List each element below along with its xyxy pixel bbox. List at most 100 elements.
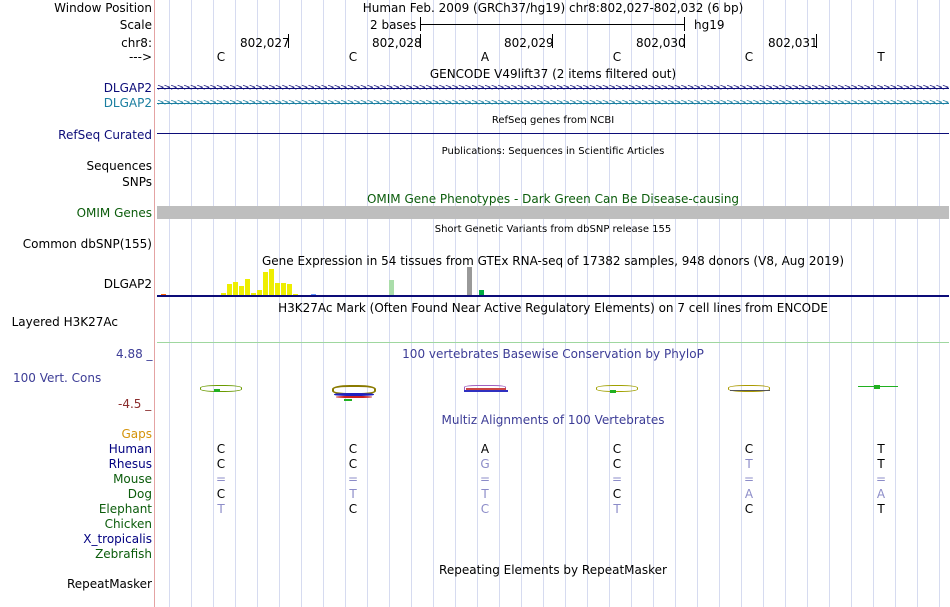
species-base: T bbox=[877, 442, 885, 456]
scale-bar bbox=[420, 17, 685, 31]
cons-label[interactable]: 100 Vert. Cons bbox=[13, 371, 102, 385]
species-label-x-tropicalis[interactable]: X_tropicalis bbox=[83, 532, 152, 546]
gtex-label[interactable]: DLGAP2 bbox=[103, 277, 152, 291]
ref-base: C bbox=[348, 50, 358, 64]
refseq-track-title[interactable]: RefSeq genes from NCBI bbox=[491, 115, 615, 126]
pubs-track-title[interactable]: Publications: Sequences in Scientific Ar… bbox=[441, 146, 665, 157]
scale-assembly: hg19 bbox=[694, 18, 725, 32]
omim-feature-bar[interactable] bbox=[157, 206, 949, 219]
species-base: = bbox=[480, 472, 491, 486]
species-base: C bbox=[216, 487, 226, 501]
position-tick-mark bbox=[552, 34, 553, 48]
cons-logo bbox=[332, 385, 376, 403]
gtex-tissue-bar[interactable] bbox=[269, 269, 274, 296]
gtex-tissue-bar[interactable] bbox=[479, 290, 484, 296]
species-base: T bbox=[217, 502, 225, 516]
species-base: T bbox=[877, 457, 885, 471]
h3k27-track-title[interactable]: H3K27Ac Mark (Often Found Near Active Re… bbox=[278, 301, 828, 315]
gtex-tissue-bar[interactable] bbox=[221, 293, 226, 296]
species-base: C bbox=[348, 457, 358, 471]
gencode-item-label-1[interactable]: DLGAP2 bbox=[103, 81, 152, 95]
ref-base: C bbox=[216, 50, 226, 64]
gencode-track-title[interactable]: GENCODE V49lift37 (2 items filtered out) bbox=[429, 67, 677, 81]
gtex-bar-chart[interactable] bbox=[157, 265, 949, 296]
gtex-track-title[interactable]: Gene Expression in 54 tissues from GTEx … bbox=[261, 254, 845, 268]
species-base: T bbox=[481, 487, 489, 501]
snps-label[interactable]: SNPs bbox=[122, 175, 152, 189]
gtex-tissue-bar[interactable] bbox=[275, 283, 280, 296]
gtex-tissue-bar[interactable] bbox=[389, 280, 394, 296]
species-base: = bbox=[876, 472, 887, 486]
cons-min-label: -4.5 _ bbox=[118, 397, 152, 411]
species-label-elephant[interactable]: Elephant bbox=[98, 502, 152, 516]
species-base: C bbox=[480, 502, 490, 516]
position-tick-mark bbox=[816, 34, 817, 48]
species-label-rhesus[interactable]: Rhesus bbox=[108, 457, 152, 471]
dbsnp-track-title[interactable]: Short Genetic Variants from dbSNP releas… bbox=[434, 224, 672, 235]
gtex-tissue-bar[interactable] bbox=[245, 279, 250, 296]
species-label-mouse[interactable]: Mouse bbox=[113, 472, 152, 486]
position-tick-1: 802,027 bbox=[240, 36, 290, 50]
gtex-tissue-bar[interactable] bbox=[287, 284, 292, 296]
species-base: C bbox=[612, 457, 622, 471]
species-base: C bbox=[348, 502, 358, 516]
species-base: C bbox=[744, 502, 754, 516]
gencode-item-label-2[interactable]: DLGAP2 bbox=[103, 96, 152, 110]
sequences-label[interactable]: Sequences bbox=[86, 159, 152, 173]
species-base: T bbox=[613, 502, 621, 516]
repeat-track-title[interactable]: Repeating Elements by RepeatMasker bbox=[439, 563, 667, 577]
position-tick-4: 802,030 bbox=[636, 36, 686, 50]
gtex-tissue-bar[interactable] bbox=[263, 272, 268, 296]
refseq-label[interactable]: RefSeq Curated bbox=[58, 128, 152, 142]
cons-logo bbox=[728, 385, 772, 393]
cons-logo bbox=[200, 385, 242, 393]
ref-base: A bbox=[480, 50, 490, 64]
species-label-chicken[interactable]: Chicken bbox=[104, 517, 152, 531]
repeat-label[interactable]: RepeatMasker bbox=[66, 577, 152, 591]
gencode-gene-2[interactable]: >>>>>>>>>>>>>>>>>>>>>>>>>>>>>>>>>>>>>>>>… bbox=[157, 98, 949, 108]
position-tick-2: 802,028 bbox=[372, 36, 422, 50]
h3k27-signal-line bbox=[157, 342, 949, 343]
gtex-tissue-bar[interactable] bbox=[233, 282, 238, 296]
strand-label: ---> bbox=[128, 50, 152, 64]
species-label-zebrafish[interactable]: Zebrafish bbox=[95, 547, 152, 561]
cons-logo bbox=[596, 385, 638, 393]
multiz-track-title[interactable]: Multiz Alignments of 100 Vertebrates bbox=[441, 413, 665, 427]
scale-label: Scale bbox=[119, 18, 152, 32]
species-base: A bbox=[480, 442, 490, 456]
cons-logo bbox=[858, 385, 898, 391]
species-base: T bbox=[877, 502, 885, 516]
cons-track-title[interactable]: 100 vertebrates Basewise Conservation by… bbox=[402, 347, 704, 361]
dbsnp-label[interactable]: Common dbSNP(155) bbox=[22, 237, 152, 251]
chrom-label: chr8: bbox=[121, 36, 152, 50]
species-base: T bbox=[745, 457, 753, 471]
gtex-tissue-bar[interactable] bbox=[227, 284, 232, 296]
window-position-value[interactable]: Human Feb. 2009 (GRCh37/hg19) chr8:802,0… bbox=[362, 1, 744, 15]
species-base: A bbox=[876, 487, 886, 501]
refseq-gene-line[interactable] bbox=[157, 133, 949, 134]
gtex-tissue-bar[interactable] bbox=[251, 293, 256, 296]
species-base: = bbox=[612, 472, 623, 486]
species-base: C bbox=[216, 442, 226, 456]
position-tick-mark bbox=[420, 34, 421, 48]
position-tick-mark bbox=[288, 34, 289, 48]
gtex-tissue-bar[interactable] bbox=[467, 267, 472, 296]
gaps-label[interactable]: Gaps bbox=[121, 427, 152, 441]
species-base: G bbox=[480, 457, 490, 471]
omim-label[interactable]: OMIM Genes bbox=[76, 206, 152, 220]
species-label-human[interactable]: Human bbox=[108, 442, 152, 456]
species-base: C bbox=[216, 457, 226, 471]
gtex-tissue-bar[interactable] bbox=[257, 290, 262, 296]
species-label-dog[interactable]: Dog bbox=[127, 487, 152, 501]
omim-track-title[interactable]: OMIM Gene Phenotypes - Dark Green Can Be… bbox=[366, 192, 740, 206]
gtex-tissue-bar[interactable] bbox=[239, 286, 244, 296]
h3k27-label[interactable]: Layered H3K27Ac bbox=[11, 315, 118, 329]
position-tick-mark bbox=[684, 34, 685, 48]
gtex-tissue-bar[interactable] bbox=[281, 283, 286, 296]
species-base: = bbox=[744, 472, 755, 486]
cons-logo bbox=[464, 385, 508, 393]
gencode-gene-1[interactable]: >>>>>>>>>>>>>>>>>>>>>>>>>>>>>>>>>>>>>>>>… bbox=[157, 83, 949, 93]
species-base: C bbox=[612, 487, 622, 501]
window-position-label: Window Position bbox=[54, 1, 152, 15]
